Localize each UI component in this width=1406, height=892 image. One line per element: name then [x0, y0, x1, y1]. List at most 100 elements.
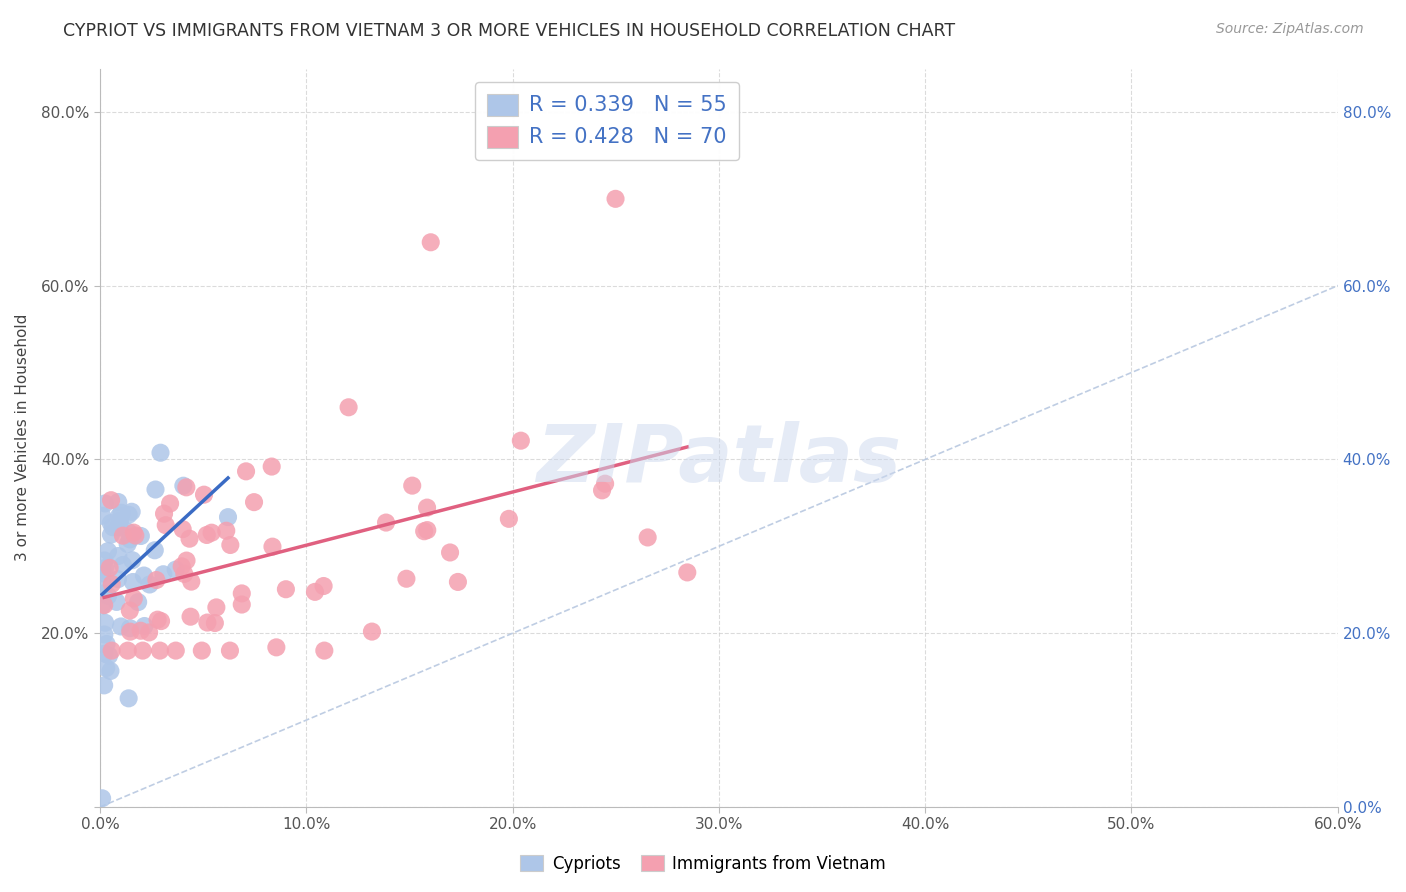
Y-axis label: 3 or more Vehicles in Household: 3 or more Vehicles in Household — [15, 314, 30, 561]
Point — [100, 516, 122, 530]
Point — [401, 478, 423, 492]
Point — [100, 527, 122, 541]
Point — [150, 614, 173, 628]
Point — [100, 493, 122, 508]
Point — [108, 514, 131, 528]
Point — [108, 509, 131, 524]
Point — [93, 598, 115, 612]
Point — [111, 529, 134, 543]
Point — [676, 566, 699, 580]
Point — [101, 520, 124, 534]
Legend: R = 0.339   N = 55, R = 0.428   N = 70: R = 0.339 N = 55, R = 0.428 N = 70 — [475, 82, 738, 160]
Legend: Cypriots, Immigrants from Vietnam: Cypriots, Immigrants from Vietnam — [513, 848, 893, 880]
Point — [134, 619, 156, 633]
Point — [97, 544, 120, 558]
Point — [117, 691, 139, 706]
Point — [122, 525, 145, 540]
Point — [93, 627, 115, 641]
Point — [172, 522, 194, 536]
Point — [91, 566, 114, 581]
Point — [416, 523, 439, 537]
Point — [170, 559, 193, 574]
Point — [231, 598, 253, 612]
Point — [96, 637, 118, 651]
Point — [110, 506, 132, 520]
Point — [195, 615, 218, 630]
Point — [122, 574, 145, 589]
Point — [605, 192, 627, 206]
Point — [129, 624, 152, 638]
Point — [231, 586, 253, 600]
Point — [118, 603, 141, 617]
Point — [219, 643, 242, 657]
Point — [129, 529, 152, 543]
Point — [439, 545, 461, 559]
Point — [91, 508, 114, 523]
Point — [235, 464, 257, 478]
Point — [107, 549, 129, 563]
Point — [110, 619, 132, 633]
Point — [159, 496, 181, 510]
Point — [149, 446, 172, 460]
Point — [107, 495, 129, 509]
Point — [180, 574, 202, 589]
Point — [262, 540, 284, 554]
Point — [107, 520, 129, 534]
Point — [195, 528, 218, 542]
Point — [91, 791, 114, 805]
Point — [98, 561, 121, 575]
Point — [121, 505, 143, 519]
Point — [145, 483, 167, 497]
Point — [361, 624, 384, 639]
Point — [93, 647, 115, 661]
Point — [591, 483, 613, 498]
Point — [172, 479, 194, 493]
Point — [96, 661, 118, 675]
Point — [100, 664, 122, 678]
Point — [117, 537, 139, 551]
Point — [416, 500, 439, 515]
Text: Source: ZipAtlas.com: Source: ZipAtlas.com — [1216, 22, 1364, 37]
Point — [91, 575, 114, 590]
Point — [165, 563, 187, 577]
Point — [260, 459, 283, 474]
Point — [243, 495, 266, 509]
Point — [447, 574, 470, 589]
Point — [94, 496, 117, 510]
Point — [153, 507, 176, 521]
Point — [204, 615, 226, 630]
Point — [98, 648, 121, 663]
Point — [180, 609, 202, 624]
Point — [205, 600, 228, 615]
Point — [173, 566, 195, 581]
Point — [94, 561, 117, 575]
Point — [132, 568, 155, 582]
Point — [120, 624, 142, 639]
Point — [176, 553, 198, 567]
Point — [165, 643, 187, 657]
Point — [304, 585, 326, 599]
Point — [124, 528, 146, 542]
Point — [117, 524, 139, 539]
Point — [107, 572, 129, 586]
Point — [118, 533, 141, 547]
Point — [219, 538, 242, 552]
Point — [117, 508, 139, 522]
Point — [143, 543, 166, 558]
Point — [509, 434, 531, 448]
Point — [419, 235, 441, 250]
Point — [93, 586, 115, 600]
Point — [413, 524, 436, 539]
Point — [215, 524, 238, 538]
Point — [593, 476, 616, 491]
Point — [97, 589, 120, 603]
Point — [91, 562, 114, 576]
Point — [118, 621, 141, 635]
Point — [191, 643, 214, 657]
Point — [498, 512, 520, 526]
Point — [266, 640, 288, 655]
Point — [274, 582, 297, 597]
Point — [193, 488, 215, 502]
Point — [395, 572, 418, 586]
Point — [94, 615, 117, 630]
